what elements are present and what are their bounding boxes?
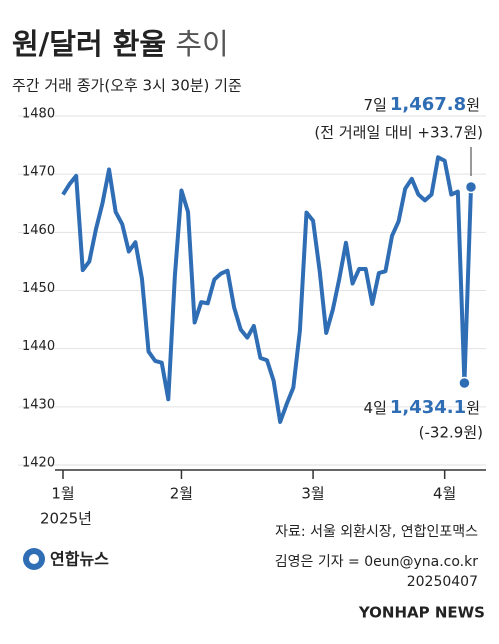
end-point <box>464 180 478 194</box>
reporter: 김영은 기자 = 0eun@yna.co.kr <box>275 554 479 570</box>
x-tick-label: 3월 <box>301 485 324 503</box>
watermark: YONHAP NEWS <box>358 604 485 622</box>
annotation-day: 7일 <box>364 96 387 114</box>
y-tick-label: 1440 <box>22 339 55 354</box>
date: 20250407 <box>407 574 478 590</box>
y-tick-label: 1420 <box>22 456 55 471</box>
annotation-note: (전 거래일 대비 +33.7원) <box>314 124 483 142</box>
x-tick-label: 1월 <box>51 485 74 503</box>
logo-icon-inner <box>29 554 39 564</box>
annotation-note: (-32.9원) <box>419 424 483 442</box>
year-label: 2025년 <box>40 510 92 528</box>
value-label: 1,467.8 <box>390 94 466 115</box>
title-suffix: 추이 <box>175 27 228 61</box>
subtitle: 주간 거래 종가(오후 3시 30분) 기준 <box>12 77 242 95</box>
value-label: 1,434.1 <box>390 397 466 418</box>
annotation: 4일 1,434.1원 <box>364 397 480 418</box>
x-tick-label: 2월 <box>170 485 193 503</box>
annotation-day: 4일 <box>364 399 387 417</box>
y-tick-label: 1460 <box>22 223 55 238</box>
y-tick-label: 1480 <box>22 107 55 122</box>
end-point <box>458 376 471 390</box>
logo: 연합뉴스 <box>50 550 109 569</box>
y-tick-label: 1470 <box>22 165 55 180</box>
title-main: 원/달러 환율 <box>12 27 166 61</box>
annotation-unit: 원 <box>466 399 480 417</box>
chart-title: 원/달러 환율 추이 <box>12 27 229 61</box>
y-tick-label: 1450 <box>22 281 55 296</box>
y-tick-label: 1430 <box>22 397 55 412</box>
annotation-unit: 원 <box>466 96 480 114</box>
x-tick-label: 4월 <box>433 485 456 503</box>
annotation: 7일 1,467.8원 <box>364 94 480 115</box>
line <box>61 155 473 424</box>
source: 자료: 서울 외환시장, 연합인포맥스 <box>275 524 478 540</box>
